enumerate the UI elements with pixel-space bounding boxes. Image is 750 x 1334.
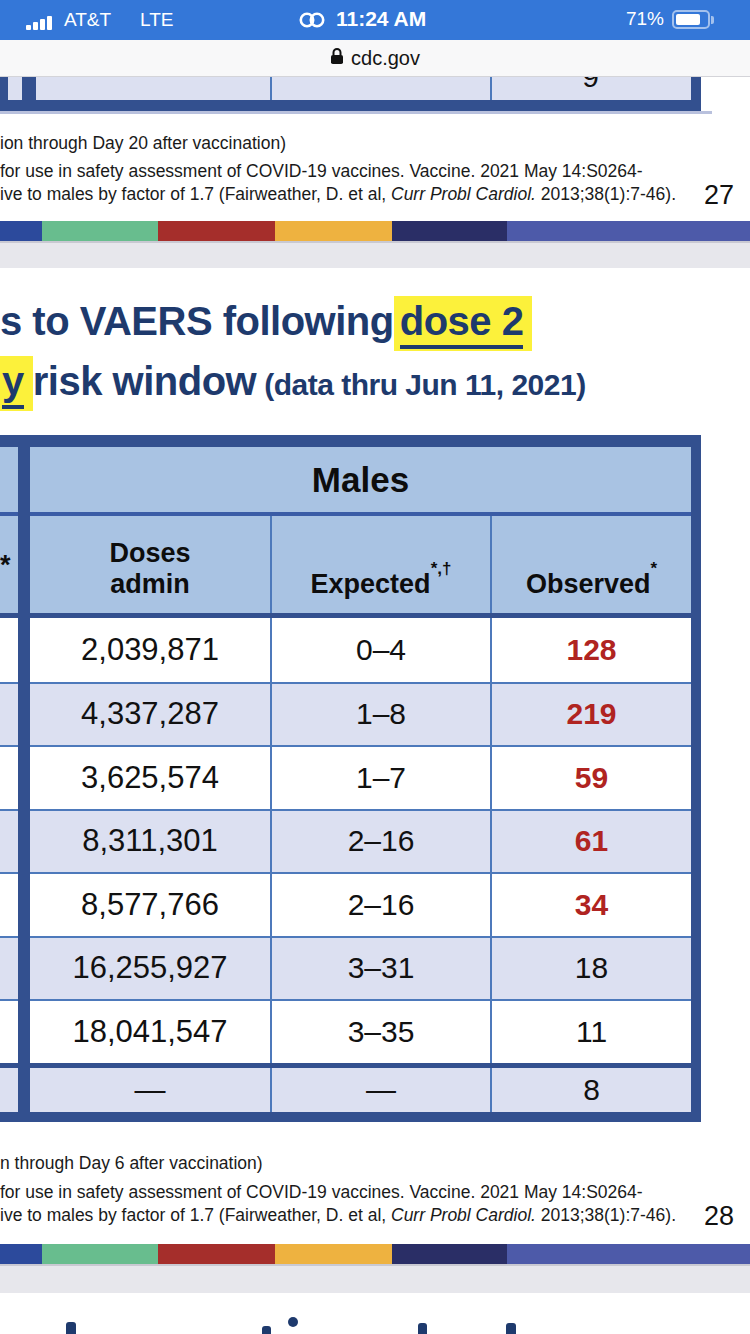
- cell-expected: 3–35: [270, 1001, 490, 1063]
- cell-observed: 34: [490, 874, 691, 936]
- footnote-line: ive to males by factor of 1.7 (Fairweath…: [0, 184, 676, 205]
- cell-expected: 3–31: [270, 938, 490, 1000]
- column-header-expected: Expected*,†: [270, 516, 490, 613]
- slide-title-line-1: s to VAERS following dose 2: [0, 296, 532, 351]
- cell-doses-admin: 4,337,287: [30, 684, 270, 746]
- next-slide-text-fragment: [66, 1322, 76, 1334]
- left-column-footnote-marker: *: [0, 550, 11, 581]
- personal-hotspot-icon: [296, 9, 328, 35]
- column-header-observed: Observed*: [490, 516, 691, 613]
- footnote-line: for use in safety assessment of COVID-19…: [0, 1182, 643, 1203]
- table-border-top: [0, 435, 701, 447]
- footnote-line: ion through Day 20 after vaccination): [0, 133, 286, 154]
- table-body: 2,039,871 0–4 128 4,337,287 1–8 219 3,62…: [0, 618, 701, 1112]
- table-row: 3,625,574 1–7 59: [0, 745, 691, 809]
- table-row: 16,255,927 3–31 18: [0, 936, 691, 1000]
- battery-icon: [672, 10, 710, 29]
- url-bar[interactable]: cdc.gov: [0, 40, 750, 77]
- column-header-doses-admin: Dosesadmin: [30, 516, 270, 613]
- cell-doses-admin: —: [30, 1068, 270, 1113]
- cell-expected: 0–4: [270, 618, 490, 682]
- cell-expected: 2–16: [270, 874, 490, 936]
- table-group-header: Males: [0, 447, 691, 512]
- cell-observed: 18: [490, 938, 691, 1000]
- page-number: 27: [704, 180, 734, 211]
- next-slide-text-fragment: [506, 1323, 516, 1334]
- battery-nub: [711, 16, 714, 24]
- table-column-headers: Dosesadmin Expected*,† Observed*: [0, 516, 691, 613]
- table-left-divider-band: [18, 435, 30, 1122]
- table-row: 18,041,547 3–35 11: [0, 999, 691, 1063]
- table-border-right: [691, 435, 701, 1122]
- highlighted-text: dose 2: [394, 296, 533, 351]
- table-border-bottom: [0, 1112, 701, 1122]
- cell-doses-admin: 2,039,871: [30, 618, 270, 682]
- battery-percent-label: 71%: [626, 8, 664, 30]
- cell-observed: 128: [490, 618, 691, 682]
- cell-observed: 59: [490, 747, 691, 809]
- safari-mobile-screen: AT&T LTE 11:24 AM 71% cdc.gov 9: [0, 0, 750, 1334]
- table-row: 4,337,287 1–8 219: [0, 682, 691, 746]
- slide-footer-stripe: [0, 221, 750, 241]
- previous-slide-table-fragment: 9: [0, 77, 750, 115]
- cell-observed: 219: [490, 684, 691, 746]
- title-date-note: (data thru Jun 11, 2021): [264, 368, 585, 402]
- table-row: 2,039,871 0–4 128: [0, 618, 691, 682]
- slide-footer-stripe: [0, 1244, 750, 1264]
- next-slide-text-fragment: [262, 1326, 271, 1334]
- slide-title-line-2: y risk window (data thru Jun 11, 2021): [0, 356, 586, 411]
- next-slide-text-fragment: [288, 1317, 298, 1327]
- cell-doses-admin: 16,255,927: [30, 938, 270, 1000]
- table-row: 8,311,301 2–16 61: [0, 809, 691, 873]
- cell-observed: 61: [490, 811, 691, 873]
- status-bar: AT&T LTE 11:24 AM 71%: [0, 0, 750, 40]
- next-slide-text-fragment: [418, 1323, 427, 1334]
- table-row: 8,577,766 2–16 34: [0, 872, 691, 936]
- cell-doses-admin: 18,041,547: [30, 1001, 270, 1063]
- footnote-line: ive to males by factor of 1.7 (Fairweath…: [0, 1205, 676, 1226]
- cell-expected: —: [270, 1068, 490, 1113]
- footnote-line: n through Day 6 after vaccination): [0, 1153, 263, 1174]
- vaers-table: Males Dosesadmin Expected*,† Observed* 2…: [0, 435, 701, 1122]
- table-row: — — 8: [0, 1063, 691, 1113]
- cell-doses-admin: 8,577,766: [30, 874, 270, 936]
- cell-expected: 1–8: [270, 684, 490, 746]
- cell-expected: 1–7: [270, 747, 490, 809]
- carrier-label: AT&T: [64, 9, 111, 31]
- network-type-label: LTE: [140, 9, 173, 31]
- lock-icon: [330, 47, 344, 69]
- url-domain-label[interactable]: cdc.gov: [351, 47, 420, 70]
- signal-strength-icon: [26, 16, 52, 30]
- page-separator: [0, 1264, 750, 1293]
- highlighted-text: y: [0, 356, 33, 411]
- footnote-line: for use in safety assessment of COVID-19…: [0, 161, 643, 182]
- clock-label: 11:24 AM: [336, 7, 426, 31]
- page-separator: [0, 241, 750, 268]
- cell-doses-admin: 3,625,574: [30, 747, 270, 809]
- cell-doses-admin: 8,311,301: [30, 811, 270, 873]
- cell-observed: 8: [490, 1068, 691, 1113]
- cell-expected: 2–16: [270, 811, 490, 873]
- previous-table-partial-value: 9: [490, 77, 691, 100]
- cell-observed: 11: [490, 1001, 691, 1063]
- page-number: 28: [704, 1201, 734, 1232]
